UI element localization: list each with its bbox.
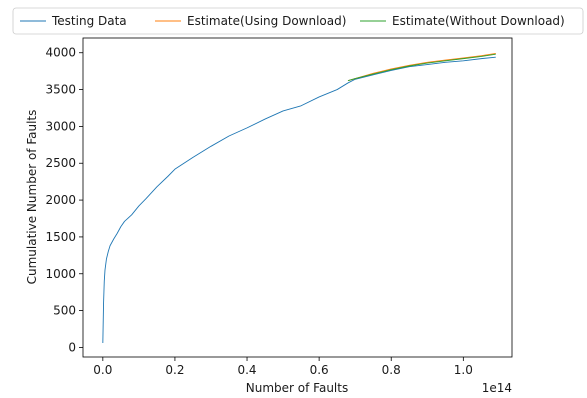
legend-label-1: Estimate(Using Download) [187,14,346,28]
y-tick-label: 3500 [45,83,76,97]
y-tick-label: 1500 [45,230,76,244]
legend: Testing Data Estimate(Using Download) Esti… [12,7,584,35]
series-line-2 [347,53,496,82]
y-tick-label: 500 [53,304,76,318]
x-axis-label: Number of Faults [246,381,348,395]
x-tick-label: 0.4 [237,363,256,377]
y-tick-label: 3000 [45,119,76,133]
x-tick-label: 0.6 [310,363,329,377]
x-ticks: 0.0 0.2 0.4 0.6 0.8 1.0 [93,357,473,377]
x-tick-label: 0.2 [165,363,184,377]
x-tick-label: 0.8 [382,363,401,377]
legend-label-0: Testing Data [51,14,127,28]
legend-label-2: Estimate(Without Download) [392,14,565,28]
y-tick-label: 2000 [45,193,76,207]
y-tick-label: 1000 [45,267,76,281]
x-tick-label: 0.0 [93,363,112,377]
y-ticks: 0 500 1000 1500 2000 2500 3000 3500 4000 [45,46,83,354]
y-tick-label: 4000 [45,46,76,60]
series-lines [102,53,496,344]
y-axis-label: Cumulative Number of Faults [25,110,39,285]
y-tick-label: 0 [68,340,76,354]
legend-frame [12,7,584,35]
plot-area [82,37,513,358]
series-line-0 [102,56,496,344]
y-tick-label: 2500 [45,156,76,170]
x-offset-label: 1e14 [482,381,512,395]
x-tick-label: 1.0 [454,363,473,377]
